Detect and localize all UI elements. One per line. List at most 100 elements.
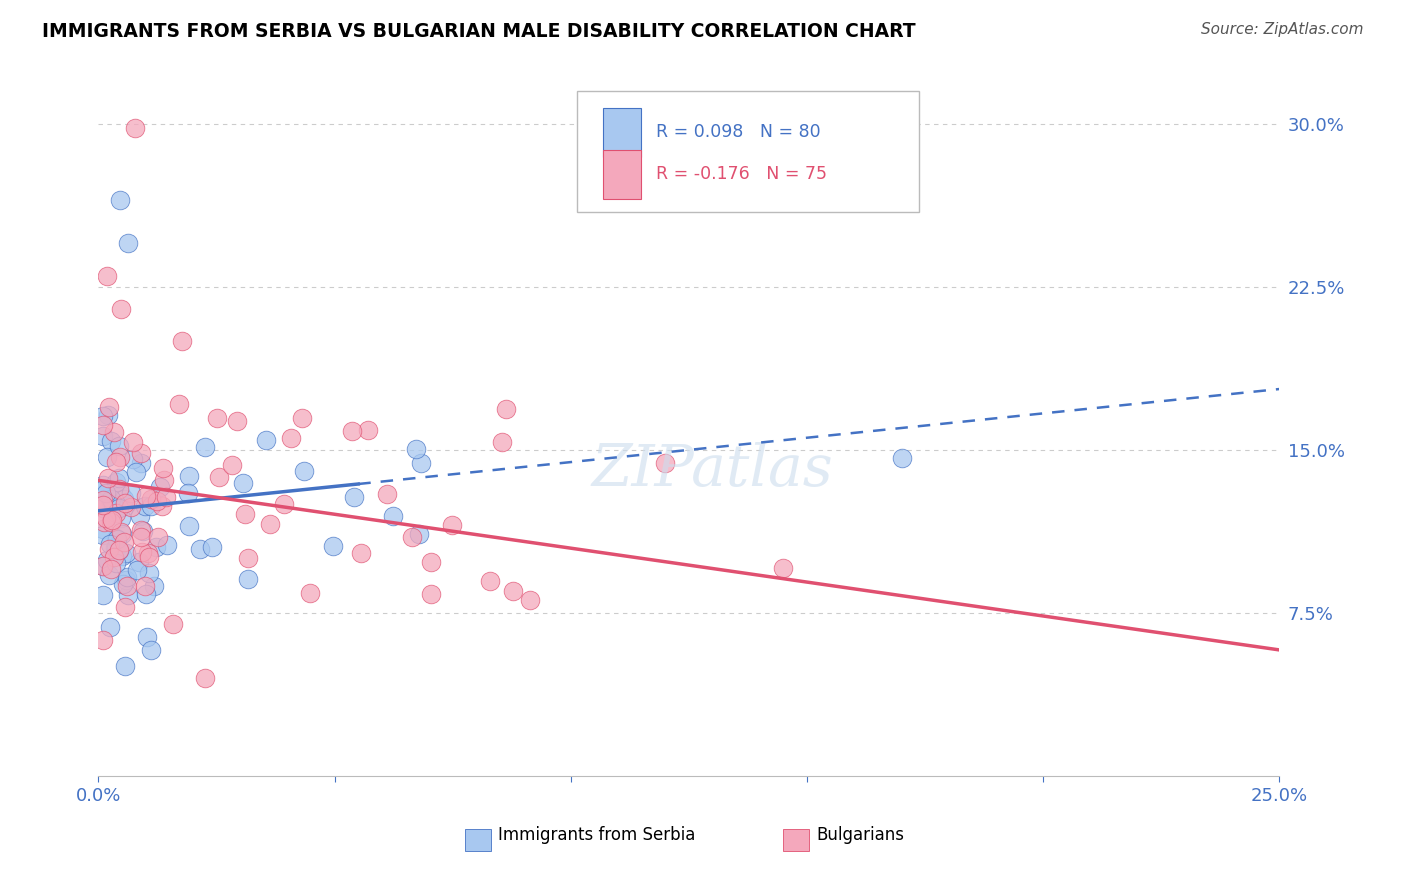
Point [108, 439, 131, 453]
Bar [603, 150, 641, 199]
Point [91, 588, 114, 602]
Point [103, 425, 125, 439]
Bar [603, 108, 641, 157]
FancyBboxPatch shape [576, 91, 920, 212]
Point [201, 540, 224, 554]
Text: Immigrants from Serbia: Immigrants from Serbia [498, 826, 695, 844]
Point [654, 456, 676, 470]
Point [97, 471, 120, 485]
Point [91, 522, 114, 536]
Point [225, 414, 247, 428]
Text: ZIPatlas: ZIPatlas [592, 442, 834, 498]
Point [98, 620, 121, 634]
Point [150, 499, 173, 513]
Point [129, 531, 152, 545]
Point [100, 434, 122, 449]
Point [153, 474, 176, 488]
Point [142, 579, 165, 593]
Point [134, 579, 156, 593]
Point [135, 587, 157, 601]
Point [107, 543, 129, 558]
Point [114, 496, 136, 510]
Point [110, 301, 132, 316]
Point [419, 555, 441, 569]
Point [91, 528, 114, 542]
Point [114, 499, 136, 513]
Point [96, 268, 118, 283]
Point [502, 584, 524, 599]
Point [91, 559, 114, 574]
Point [114, 599, 136, 614]
Point [91, 499, 114, 513]
Point [98, 493, 121, 508]
Point [110, 525, 132, 540]
Point [772, 561, 794, 575]
Point [91, 417, 114, 432]
Point [177, 469, 200, 483]
Point [101, 513, 124, 527]
Point [96, 552, 118, 566]
Point [375, 487, 398, 501]
Point [136, 546, 159, 560]
Point [111, 576, 134, 591]
Point [440, 517, 463, 532]
Point [110, 488, 132, 502]
Text: Source: ZipAtlas.com: Source: ZipAtlas.com [1201, 22, 1364, 37]
Point [495, 401, 517, 416]
Point [401, 530, 423, 544]
Point [107, 471, 129, 485]
Point [129, 524, 152, 538]
Point [405, 442, 427, 457]
Point [139, 491, 162, 506]
Point [136, 631, 159, 645]
Point [254, 433, 277, 447]
Point [105, 533, 128, 547]
Point [294, 464, 316, 478]
Point [132, 524, 155, 538]
Point [100, 562, 122, 576]
Point [177, 486, 200, 500]
Point [179, 519, 201, 533]
Point [91, 633, 114, 648]
Point [94, 511, 117, 525]
Point [115, 546, 138, 560]
Point [382, 508, 405, 523]
Point [129, 509, 152, 524]
Bar [464, 829, 491, 851]
Point [280, 431, 302, 445]
Point [111, 549, 134, 563]
Point [110, 510, 132, 524]
Point [104, 532, 127, 546]
Point [115, 570, 138, 584]
Point [117, 588, 139, 602]
Point [408, 526, 430, 541]
Point [273, 497, 295, 511]
Point [124, 121, 146, 136]
Point [108, 500, 131, 515]
Point [138, 566, 160, 580]
Point [115, 579, 138, 593]
Bar [783, 829, 810, 851]
Point [112, 534, 135, 549]
Point [146, 531, 169, 545]
Point [107, 542, 129, 557]
Point [131, 456, 153, 470]
Point [129, 446, 152, 460]
Text: R = 0.098   N = 80: R = 0.098 N = 80 [655, 123, 821, 142]
Point [112, 491, 135, 506]
Point [101, 498, 124, 512]
Point [97, 409, 120, 423]
Point [145, 541, 167, 555]
Text: R = -0.176   N = 75: R = -0.176 N = 75 [655, 165, 827, 183]
Point [103, 549, 125, 564]
Point [139, 642, 162, 657]
Point [98, 537, 121, 551]
Point [350, 546, 373, 560]
Point [91, 478, 114, 492]
Point [340, 425, 363, 439]
Point [91, 409, 114, 423]
Point [115, 573, 138, 587]
Point [105, 475, 128, 489]
Point [152, 461, 174, 475]
Point [105, 506, 128, 520]
